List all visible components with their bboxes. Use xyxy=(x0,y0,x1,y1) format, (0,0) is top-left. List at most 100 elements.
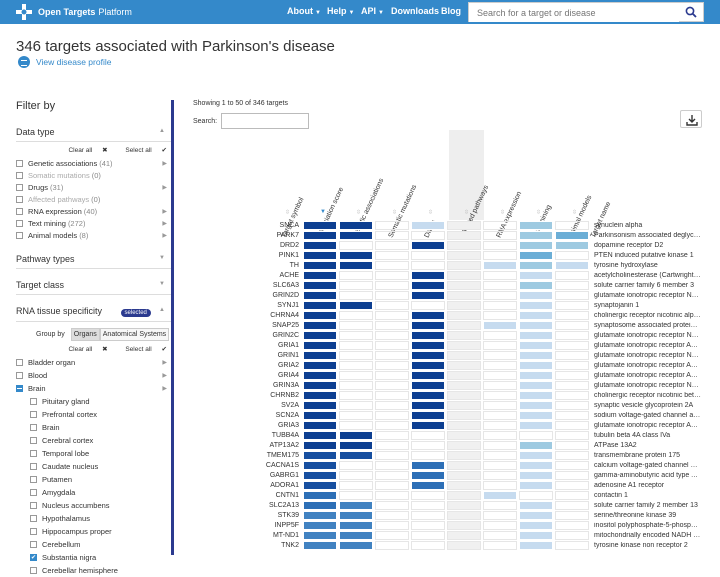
rna-tissue-item[interactable]: Brain xyxy=(16,421,171,434)
table-row[interactable]: GRIA2 glutamate ionotropic receptor AMPA … xyxy=(193,360,701,370)
target-symbol[interactable]: ACHE xyxy=(279,271,299,279)
heatmap-cell[interactable] xyxy=(555,220,589,230)
table-row[interactable]: SCN2A sodium voltage-gated channel alpha … xyxy=(193,410,701,420)
heatmap-cell[interactable] xyxy=(483,240,517,250)
heatmap-cell[interactable] xyxy=(339,450,373,460)
target-symbol[interactable]: DRD2 xyxy=(279,241,299,249)
target-symbol[interactable]: TNK2 xyxy=(281,541,299,549)
target-symbol[interactable]: GRIN1 xyxy=(277,351,299,359)
heatmap-cell[interactable] xyxy=(303,520,337,530)
heatmap-cell[interactable] xyxy=(519,520,553,530)
heatmap-cell[interactable] xyxy=(447,220,481,230)
global-search-input[interactable] xyxy=(469,4,679,22)
target-symbol[interactable]: PARK7 xyxy=(276,231,299,239)
heatmap-cell[interactable] xyxy=(483,330,517,340)
heatmap-cell[interactable] xyxy=(555,430,589,440)
table-row[interactable]: TNK2 tyrosine kinase non receptor 2 xyxy=(193,540,701,550)
heatmap-cell[interactable] xyxy=(483,290,517,300)
heatmap-cell[interactable] xyxy=(303,480,337,490)
heatmap-cell[interactable] xyxy=(339,290,373,300)
heatmap-cell[interactable] xyxy=(375,450,409,460)
heatmap-cell[interactable] xyxy=(411,380,445,390)
heatmap-cell[interactable] xyxy=(303,260,337,270)
heatmap-cell[interactable] xyxy=(447,260,481,270)
heatmap-cell[interactable] xyxy=(519,380,553,390)
heatmap-cell[interactable] xyxy=(411,330,445,340)
heatmap-cell[interactable] xyxy=(447,500,481,510)
checkbox[interactable] xyxy=(30,450,37,457)
heatmap-cell[interactable] xyxy=(555,540,589,550)
heatmap-cell[interactable] xyxy=(555,300,589,310)
heatmap-cell[interactable] xyxy=(375,470,409,480)
heatmap-cell[interactable] xyxy=(411,490,445,500)
data-type-item[interactable]: Affected pathways (0) xyxy=(16,193,171,205)
download-button[interactable] xyxy=(680,110,702,128)
table-row[interactable]: SNAP25 synaptosome associated protein 25 xyxy=(193,320,701,330)
heatmap-cell[interactable] xyxy=(411,460,445,470)
heatmap-cell[interactable] xyxy=(375,360,409,370)
heatmap-cell[interactable] xyxy=(375,350,409,360)
heatmap-cell[interactable] xyxy=(411,320,445,330)
heatmap-cell[interactable] xyxy=(303,530,337,540)
heatmap-cell[interactable] xyxy=(555,470,589,480)
table-row[interactable]: GABRG1 gamma-aminobutyric acid type A rec… xyxy=(193,470,701,480)
heatmap-cell[interactable] xyxy=(303,380,337,390)
rna-tissue-item[interactable]: ✔ Substantia nigra xyxy=(16,551,171,564)
heatmap-cell[interactable] xyxy=(339,350,373,360)
checkbox[interactable] xyxy=(30,476,37,483)
table-row[interactable]: STK39 serine/threonine kinase 39 xyxy=(193,510,701,520)
heatmap-cell[interactable] xyxy=(303,540,337,550)
table-row[interactable]: INPP5F inositol polyphosphate-5-phosphata… xyxy=(193,520,701,530)
heatmap-cell[interactable] xyxy=(411,500,445,510)
target-symbol[interactable]: GRIN2D xyxy=(272,291,299,299)
sort-icon[interactable]: ⇳ xyxy=(536,210,542,216)
heatmap-cell[interactable] xyxy=(447,430,481,440)
heatmap-cell[interactable] xyxy=(375,520,409,530)
heatmap-cell[interactable] xyxy=(483,380,517,390)
heatmap-cell[interactable] xyxy=(339,460,373,470)
heatmap-cell[interactable] xyxy=(339,540,373,550)
heatmap-cell[interactable] xyxy=(519,360,553,370)
rna-tissue-item[interactable]: Nucleus accumbens xyxy=(16,499,171,512)
rna-tissue-item[interactable]: Brain ▶ xyxy=(16,382,171,395)
heatmap-cell[interactable] xyxy=(447,330,481,340)
heatmap-cell[interactable] xyxy=(303,350,337,360)
data-type-item[interactable]: Text mining (272) ▶ xyxy=(16,217,171,229)
heatmap-cell[interactable] xyxy=(519,400,553,410)
table-row[interactable]: GRIN2D glutamate ionotropic receptor NMDA… xyxy=(193,290,701,300)
heatmap-cell[interactable] xyxy=(375,370,409,380)
target-symbol[interactable]: SNAP25 xyxy=(272,321,299,329)
heatmap-cell[interactable] xyxy=(483,320,517,330)
heatmap-cell[interactable] xyxy=(339,520,373,530)
target-symbol[interactable]: CNTN1 xyxy=(275,491,299,499)
heatmap-cell[interactable] xyxy=(411,220,445,230)
heatmap-cell[interactable] xyxy=(339,360,373,370)
heatmap-cell[interactable] xyxy=(555,340,589,350)
table-row[interactable]: PINK1 PTEN induced putative kinase 1 xyxy=(193,250,701,260)
heatmap-cell[interactable] xyxy=(555,490,589,500)
table-row[interactable]: SV2A synaptic vesicle glycoprotein 2A xyxy=(193,400,701,410)
heatmap-cell[interactable] xyxy=(519,390,553,400)
target-symbol[interactable]: GRIA4 xyxy=(277,371,299,379)
heatmap-cell[interactable] xyxy=(519,500,553,510)
checkbox[interactable] xyxy=(30,489,37,496)
rna-tissue-item[interactable]: Bladder organ ▶ xyxy=(16,356,171,369)
heatmap-cell[interactable] xyxy=(375,390,409,400)
heatmap-cell[interactable] xyxy=(447,250,481,260)
heatmap-cell[interactable] xyxy=(411,480,445,490)
heatmap-cell[interactable] xyxy=(555,360,589,370)
rna-tissue-item[interactable]: Cerebellar hemisphere xyxy=(16,564,171,577)
heatmap-cell[interactable] xyxy=(339,370,373,380)
heatmap-cell[interactable] xyxy=(339,230,373,240)
heatmap-cell[interactable] xyxy=(375,460,409,470)
heatmap-cell[interactable] xyxy=(555,480,589,490)
heatmap-cell[interactable] xyxy=(447,300,481,310)
heatmap-cell[interactable] xyxy=(555,230,589,240)
heatmap-cell[interactable] xyxy=(483,280,517,290)
sort-icon[interactable]: ⇳ xyxy=(500,210,506,216)
heatmap-cell[interactable] xyxy=(339,310,373,320)
sort-icon[interactable]: ⇳ xyxy=(572,210,578,216)
heatmap-cell[interactable] xyxy=(555,290,589,300)
heatmap-cell[interactable] xyxy=(339,340,373,350)
heatmap-cell[interactable] xyxy=(447,440,481,450)
